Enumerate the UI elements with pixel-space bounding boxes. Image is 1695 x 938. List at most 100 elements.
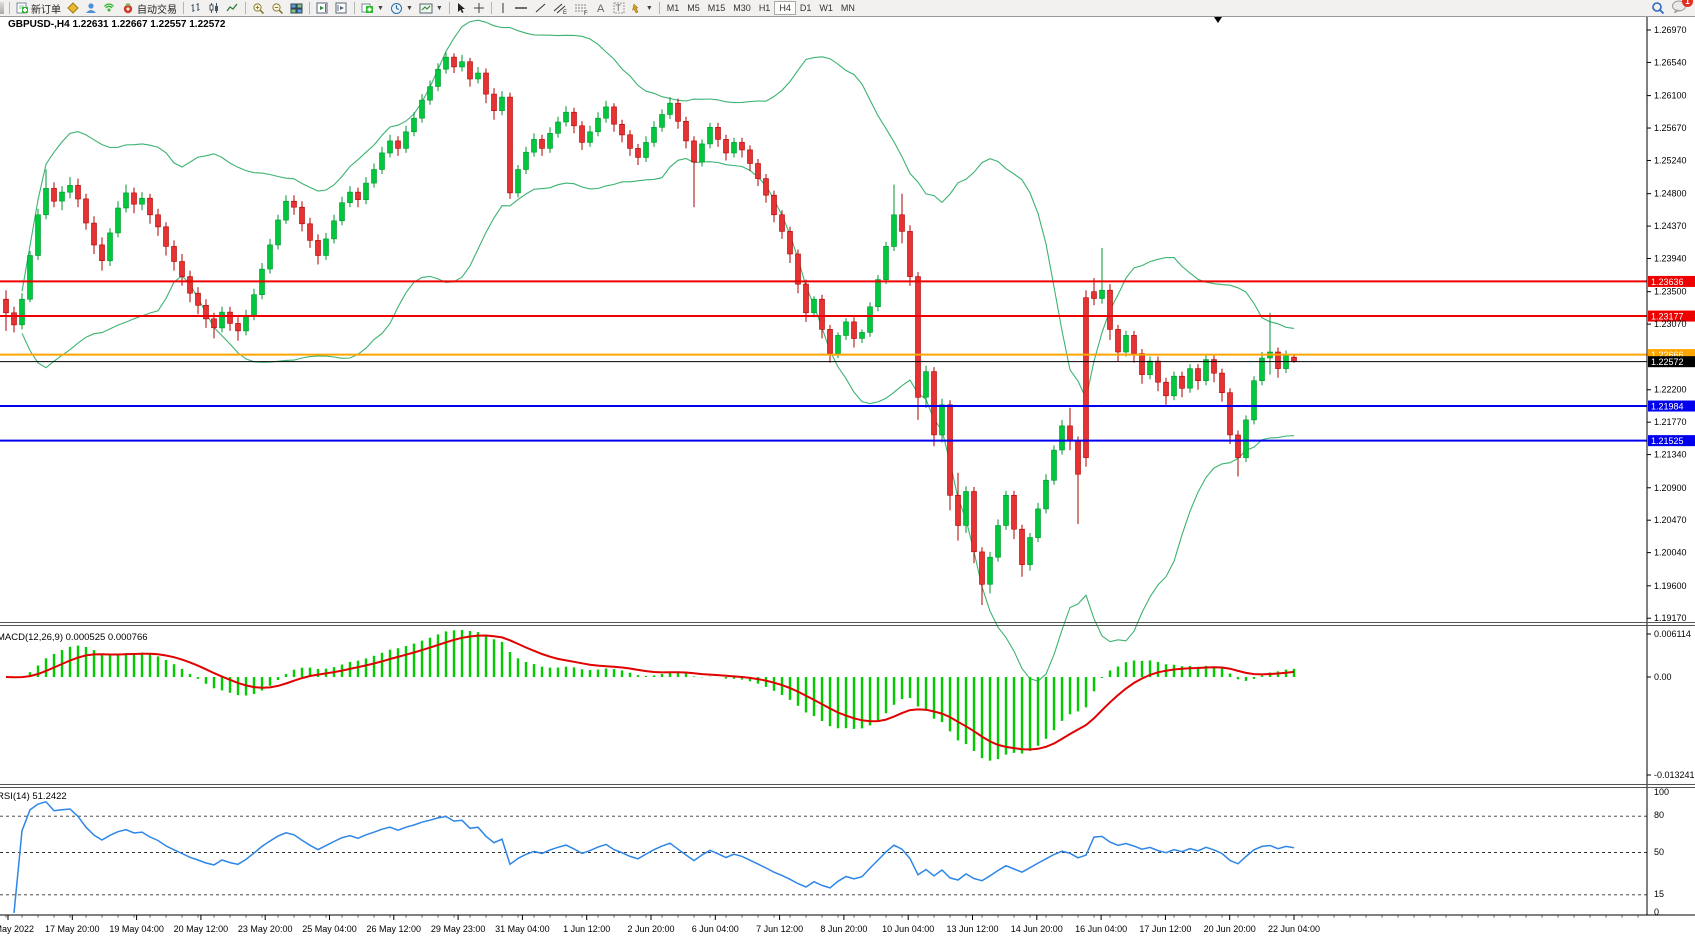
text-button[interactable]: A <box>592 1 610 16</box>
autotrade-button[interactable]: 自动交易 <box>119 1 180 16</box>
timeframe-mn-button[interactable]: MN <box>840 3 855 13</box>
candle-body <box>395 140 401 149</box>
horizontal-line-button[interactable] <box>511 1 531 16</box>
candle-body <box>147 197 153 216</box>
bar-chart-button[interactable] <box>187 1 205 16</box>
add-indicator-button[interactable]: ▼ <box>358 1 387 16</box>
signal-button[interactable] <box>100 1 119 16</box>
candle-body <box>611 106 617 125</box>
line-chart-icon <box>226 3 238 12</box>
timeframe-m15-button[interactable]: M15 <box>707 3 726 13</box>
candle-body <box>1179 375 1185 389</box>
market-watch-button[interactable] <box>64 1 82 16</box>
timeframe-m1-button[interactable]: M1 <box>666 3 680 13</box>
arrows-button[interactable]: ▼ <box>628 1 656 16</box>
candle-body <box>1243 419 1249 458</box>
tile-windows-button[interactable] <box>287 1 306 16</box>
trendline-button[interactable] <box>531 1 550 16</box>
periods-button[interactable]: ▼ <box>387 1 416 16</box>
price-axis-label: 1.23940 <box>1654 254 1687 264</box>
candle-body <box>979 551 985 585</box>
profile-button[interactable] <box>82 1 100 16</box>
candle-body <box>787 231 793 255</box>
search-icon[interactable] <box>1651 1 1665 15</box>
candle-body <box>211 318 217 329</box>
candle-body <box>275 219 281 246</box>
template-button[interactable]: ▼ <box>416 1 446 16</box>
timeframe-h1-button[interactable]: H1 <box>758 3 771 13</box>
zoom-in-icon <box>253 2 265 14</box>
channel-button[interactable]: E <box>550 1 571 16</box>
price-axis-label: 1.20040 <box>1654 548 1687 558</box>
dropdown-caret: ▼ <box>405 4 413 12</box>
crosshair-button[interactable] <box>470 1 488 16</box>
line-chart-button[interactable] <box>223 1 242 16</box>
time-axis-label: 13 Jun 12:00 <box>946 924 998 934</box>
chart-shift-button[interactable] <box>313 1 332 16</box>
timeframe-d1-button[interactable]: D1 <box>799 3 812 13</box>
price-axis-label: 1.23500 <box>1654 287 1687 297</box>
time-axis-label: 7 Jun 12:00 <box>756 924 803 934</box>
candle-body <box>163 226 169 247</box>
candle-body <box>955 494 961 526</box>
profile-icon <box>86 3 96 13</box>
toolbar-separator <box>9 2 10 14</box>
rsi-axis-label: 100 <box>1654 787 1669 797</box>
dropdown-caret: ▼ <box>377 4 384 12</box>
cursor-button[interactable] <box>453 1 470 16</box>
candle-body <box>731 142 737 154</box>
candle-body <box>1035 508 1041 538</box>
price-badge-label: 1.22572 <box>1651 357 1684 367</box>
label-button[interactable]: T <box>610 1 628 16</box>
toolbar-separator <box>658 2 660 14</box>
candle-body <box>107 232 113 262</box>
candle-body <box>899 214 905 232</box>
chart-shift-icon <box>316 2 328 14</box>
candle-body <box>323 238 329 256</box>
candle-body <box>1139 353 1145 375</box>
candle-body <box>91 222 97 246</box>
candle-body <box>963 491 969 526</box>
candle-body <box>1219 372 1225 394</box>
timeframe-w1-button[interactable]: W1 <box>819 3 833 13</box>
candle-body <box>851 321 857 339</box>
candle-body <box>659 114 665 128</box>
candle-body <box>1075 440 1081 475</box>
zoom-in-button[interactable] <box>249 1 268 16</box>
vertical-line-button[interactable] <box>495 1 511 16</box>
candle-body <box>115 207 121 234</box>
candle-body <box>707 127 713 145</box>
zoom-out-button[interactable] <box>268 1 287 16</box>
candle-body <box>651 127 657 143</box>
candle-body <box>187 276 193 294</box>
candle-body <box>531 139 537 153</box>
timeframe-m30-button[interactable]: M30 <box>733 3 751 13</box>
fibonacci-button[interactable]: F <box>571 1 592 16</box>
svg-text:A: A <box>597 3 605 14</box>
channel-icon: E <box>553 3 567 15</box>
candle-body <box>1099 289 1105 299</box>
rsi-axis-label: 50 <box>1654 847 1664 857</box>
chat-button[interactable]: 1 <box>1671 0 1693 16</box>
candle-body <box>811 298 817 314</box>
toolbar-separator <box>183 2 184 14</box>
candle-chart-button[interactable] <box>205 1 223 16</box>
candle-body <box>179 261 185 277</box>
new-order-button[interactable]: 新订单 <box>13 1 64 16</box>
candle-body <box>1211 359 1217 374</box>
candle-body <box>939 404 945 436</box>
fibonacci-icon: F <box>574 4 588 15</box>
template-icon <box>419 3 433 14</box>
autoscroll-button[interactable] <box>332 1 351 16</box>
timeframe-m5-button[interactable]: M5 <box>687 3 700 13</box>
candle-body <box>355 191 361 200</box>
timeframe-h4-button[interactable]: H4 <box>774 1 796 15</box>
candle-body <box>1251 380 1257 421</box>
candle-body <box>123 192 129 209</box>
price-badge <box>1648 356 1695 368</box>
candle-body <box>1051 449 1057 481</box>
candle-body <box>907 231 913 277</box>
time-axis-label: 2 Jun 20:00 <box>627 924 674 934</box>
candle-body <box>579 125 585 143</box>
